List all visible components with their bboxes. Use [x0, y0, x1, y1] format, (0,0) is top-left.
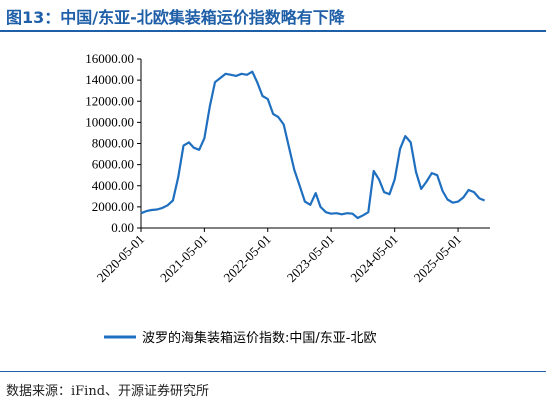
legend: 波罗的海集装箱运价指数:中国/东亚-北欧 [104, 330, 376, 346]
y-tick-label: 6000.00 [92, 157, 134, 172]
x-tick-label: 2024-05-01 [347, 232, 401, 286]
y-tick-label: 0.00 [111, 220, 134, 235]
y-tick-label: 14000.00 [85, 72, 134, 87]
source-note: 数据来源：iFind、开源证券研究所 [6, 384, 210, 399]
series-line [140, 70, 486, 220]
title-rule [0, 30, 546, 32]
y-tick-label: 16000.00 [85, 51, 134, 66]
y-tick-label: 8000.00 [92, 136, 134, 151]
x-tick-label: 2020-05-01 [94, 232, 148, 286]
footer-rule [0, 371, 546, 372]
y-tick-label: 4000.00 [92, 178, 134, 193]
x-axis-ticks: 2020-05-01 2021-05-01 2022-05-01 2023-05-01… [94, 228, 465, 286]
y-tick-label: 12000.00 [85, 93, 134, 108]
y-axis-ticks: 0.00 2000.00 4000.00 6000.00 8000.00 10000.00… [85, 51, 141, 235]
y-tick-label: 2000.00 [92, 199, 134, 214]
x-tick-label: 2023-05-01 [284, 232, 338, 286]
legend-label: 波罗的海集装箱运价指数:中国/东亚-北欧 [142, 330, 376, 346]
figure-title: 图13：中国/东亚-北欧集装箱运价指数略有下降 [6, 8, 345, 27]
axes [140, 59, 490, 229]
x-tick-label: 2021-05-01 [157, 232, 211, 286]
x-tick-label: 2025-05-01 [411, 232, 465, 286]
y-tick-label: 10000.00 [85, 114, 134, 129]
x-tick-label: 2022-05-01 [220, 232, 274, 286]
